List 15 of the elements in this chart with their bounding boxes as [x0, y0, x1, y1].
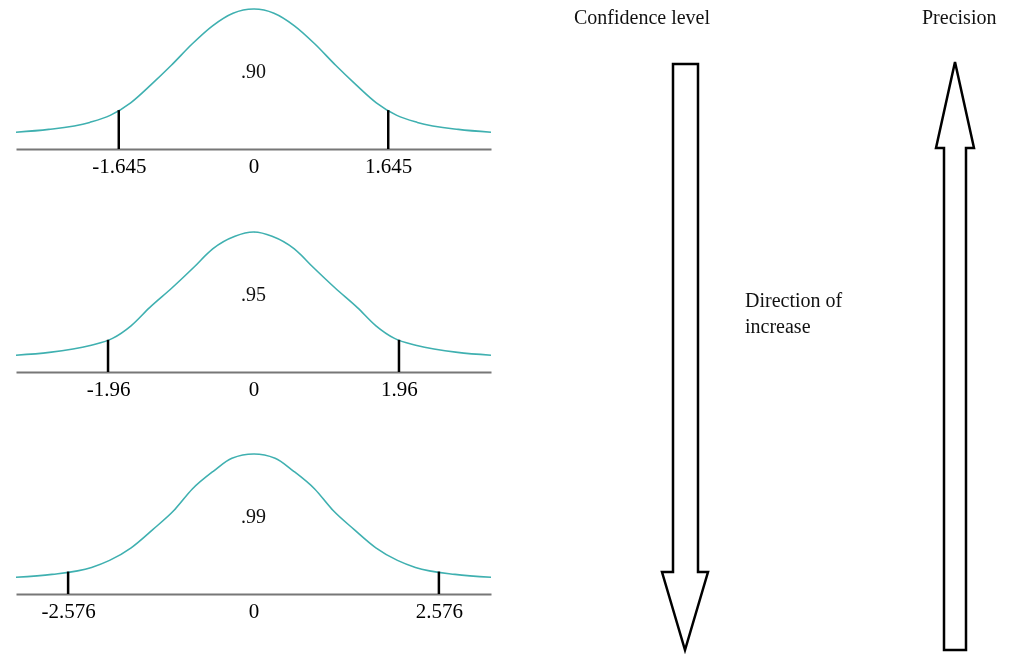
x-tick-label: -2.576 — [41, 598, 96, 623]
x-tick-label: 1.96 — [381, 376, 418, 401]
annotation: .90 — [241, 60, 266, 82]
x-tick-label: -1.645 — [92, 153, 147, 178]
text: Direction of increase — [745, 288, 844, 339]
text: Precision — [922, 5, 997, 30]
x-tick-label: 0 — [248, 376, 260, 401]
text: Confidence level — [574, 5, 711, 30]
x-tick-label: 1.645 — [365, 153, 413, 178]
x-tick-label: -1.96 — [86, 376, 131, 401]
annotation: .95 — [241, 283, 266, 305]
x-tick-label: 2.576 — [415, 598, 464, 623]
x-tick-label: 0 — [248, 598, 260, 623]
x-tick-label: 0 — [248, 153, 260, 178]
annotation: .99 — [241, 505, 266, 527]
